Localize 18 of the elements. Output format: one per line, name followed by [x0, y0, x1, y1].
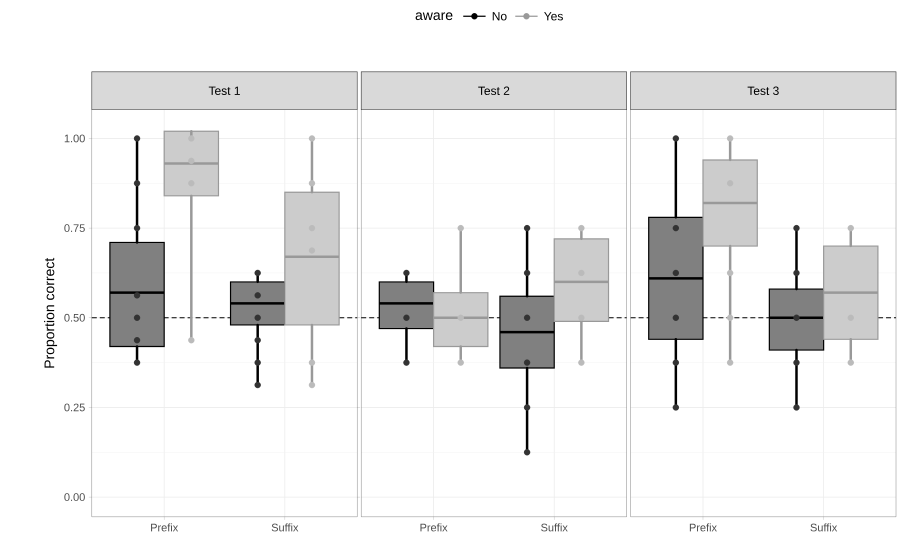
- y-axis-title: Proportion correct: [44, 258, 58, 368]
- legend-title: aware: [416, 12, 452, 20]
- y-tick-label: 0.00: [64, 493, 85, 502]
- x-tick-label: Suffix: [810, 523, 838, 532]
- y-tick-label: 0.50: [64, 314, 85, 322]
- chart-title: Test 3: [748, 86, 779, 96]
- chart-title: Test 1: [208, 86, 240, 96]
- x-tick-label: Prefix: [420, 523, 448, 532]
- y-tick-label: 1.00: [64, 134, 85, 142]
- legend-label: No: [492, 12, 507, 21]
- chart-title: Test 2: [478, 86, 510, 96]
- y-tick-label: 0.25: [64, 404, 85, 412]
- x-tick-label: Suffix: [272, 523, 298, 532]
- legend-label: Yes: [544, 12, 563, 21]
- x-tick-label: Prefix: [151, 523, 178, 532]
- y-tick-label: 0.75: [64, 224, 85, 232]
- x-tick-label: Prefix: [690, 523, 717, 532]
- x-tick-label: Suffix: [541, 523, 568, 532]
